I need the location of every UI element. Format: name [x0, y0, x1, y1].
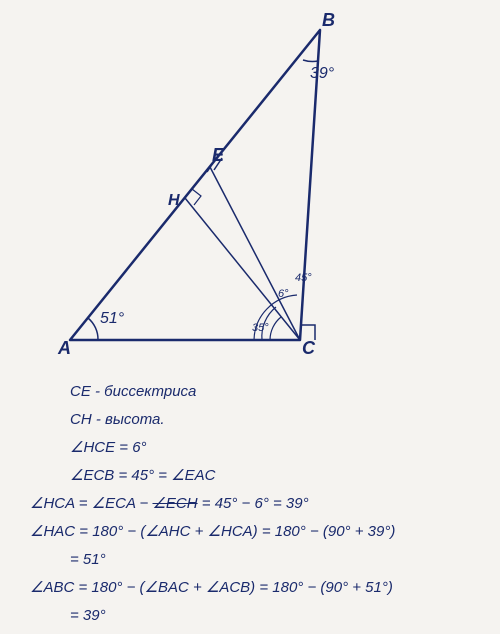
calc-abc-result: = 39°: [70, 604, 395, 628]
given-bisector: CE - биссектриса: [70, 380, 395, 404]
calc-hac-result: = 51°: [70, 548, 395, 572]
angle-ecb: 45°: [295, 272, 312, 284]
page: A B C E H 51° 39° 6° 45° 35° CE - биссек…: [0, 0, 500, 634]
angle-hce-line: ∠HCE = 6°: [70, 436, 395, 460]
calc-hca: ∠HCA = ∠ECA − ∠ECH = 45° − 6° = 39°: [30, 492, 395, 516]
angle-hca: 35°: [252, 322, 269, 334]
vertex-label-c: C: [302, 338, 315, 359]
vertex-label-h: H: [168, 192, 180, 210]
angle-hce: 6°: [278, 288, 289, 300]
vertex-label-a: A: [58, 338, 71, 359]
angle-ecb-line: ∠ECB = 45° = ∠EAC: [70, 464, 395, 488]
vertex-label-b: B: [322, 10, 335, 31]
angle-a: 51°: [100, 310, 124, 328]
triangle-diagram: [0, 0, 500, 380]
vertex-label-e: E: [212, 145, 224, 166]
calc-abc: ∠ABC = 180° − (∠BAC + ∠ACB) = 180° − (90…: [30, 576, 395, 600]
angle-b: 39°: [310, 65, 334, 83]
given-altitude: CH - высота.: [70, 408, 395, 432]
work-area: CE - биссектриса CH - высота. ∠HCE = 6° …: [30, 380, 395, 632]
calc-hac: ∠HAC = 180° − (∠AHC + ∠HCA) = 180° − (90…: [30, 520, 395, 544]
